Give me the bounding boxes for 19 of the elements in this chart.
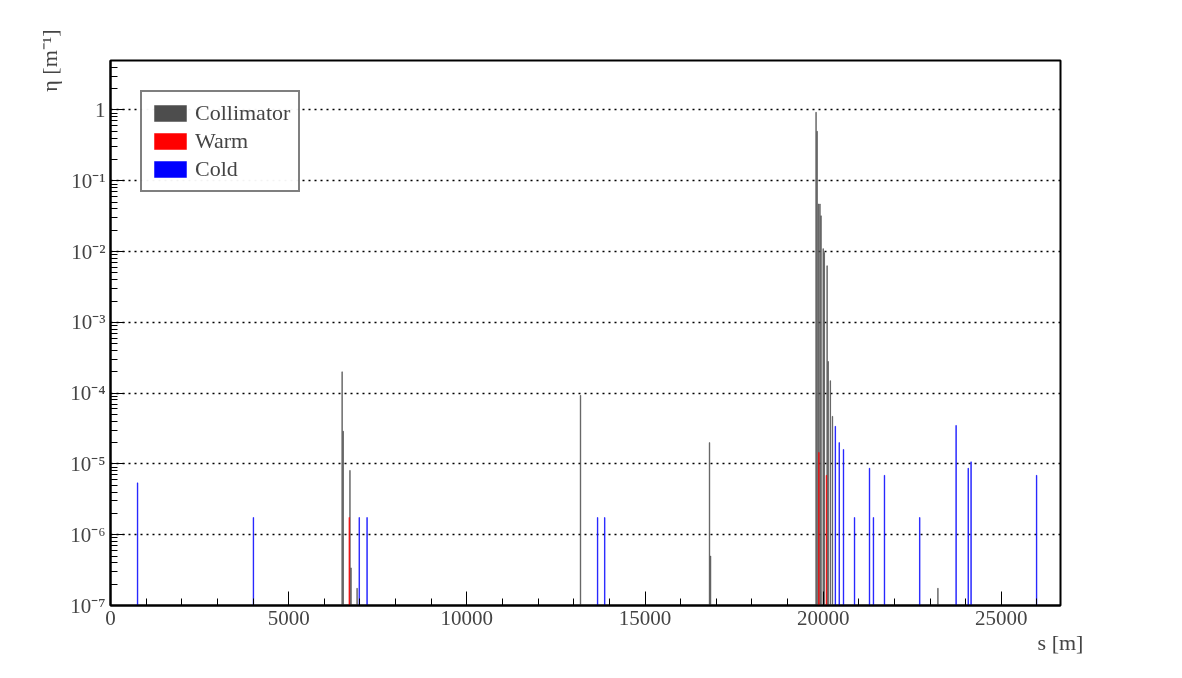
legend-label: Cold xyxy=(195,156,238,182)
y-tick-label: 10⁻⁵ xyxy=(70,451,106,476)
x-tick-label: 15000 xyxy=(618,605,672,630)
x-tick-label: 5000 xyxy=(267,605,310,630)
x-tick-label: 25000 xyxy=(975,605,1028,630)
legend-label: Collimator xyxy=(195,100,291,126)
x-axis-title: s [m] xyxy=(1037,629,1084,655)
y-tick-label: 10⁻¹ xyxy=(71,168,106,193)
x-tick-label: 20000 xyxy=(796,605,850,630)
x-tick-label: 0 xyxy=(105,605,116,630)
x-tick-label: 10000 xyxy=(440,605,494,630)
y-axis-title: η [m⁻¹] xyxy=(37,29,63,92)
y-tick-label: 1 xyxy=(95,97,106,122)
y-tick-label: 10⁻⁷ xyxy=(70,593,106,618)
y-tick-label: 10⁻³ xyxy=(71,310,106,335)
y-tick-label: 10⁻⁶ xyxy=(70,522,106,547)
y-tick-label: 10⁻⁴ xyxy=(70,381,106,406)
y-tick-label: 10⁻² xyxy=(71,239,106,264)
legend-label: Warm xyxy=(195,128,249,154)
